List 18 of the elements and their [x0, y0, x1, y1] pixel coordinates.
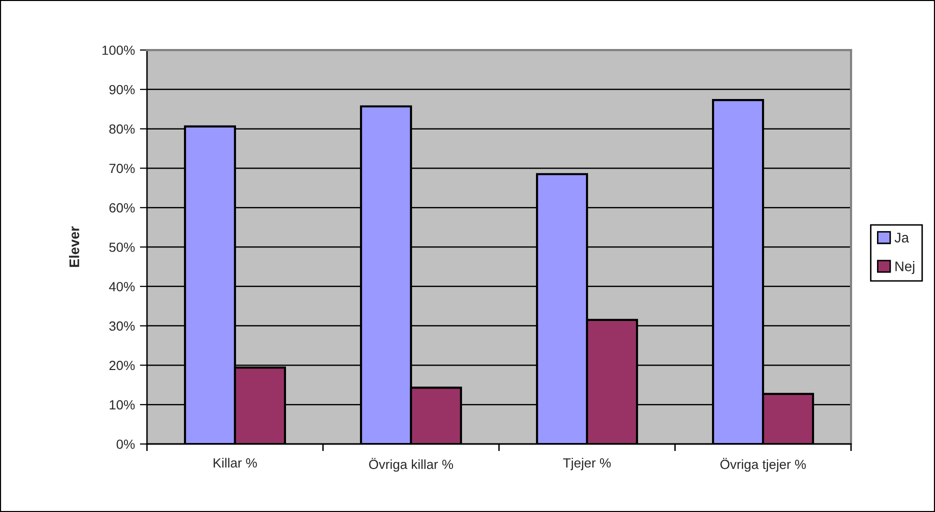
y-tick-label: 60% — [109, 203, 135, 213]
x-tick-label: Killar % — [214, 458, 257, 468]
x-tick-label: Övriga tjejer % — [720, 458, 806, 472]
legend-label: Nej — [896, 261, 914, 274]
y-tick-label: 50% — [109, 242, 135, 252]
y-tick-label: 10% — [110, 400, 135, 410]
y-tick-label: 30% — [109, 321, 135, 331]
y-axis-title: Elever — [69, 226, 80, 267]
y-tick-label: 70% — [109, 164, 135, 174]
y-tick-label: 20% — [109, 360, 135, 370]
y-tick-label: 0% — [116, 440, 135, 449]
y-tick-label: 80% — [109, 124, 135, 134]
legend-label: Ja — [894, 232, 910, 243]
y-tick-label: 90% — [109, 84, 135, 94]
x-tick-label: Tjejer % — [563, 458, 611, 470]
y-tick-label: 100% — [102, 46, 135, 55]
x-tick-label: Övriga killar % — [369, 458, 454, 472]
y-tick-label: 40% — [109, 282, 135, 292]
